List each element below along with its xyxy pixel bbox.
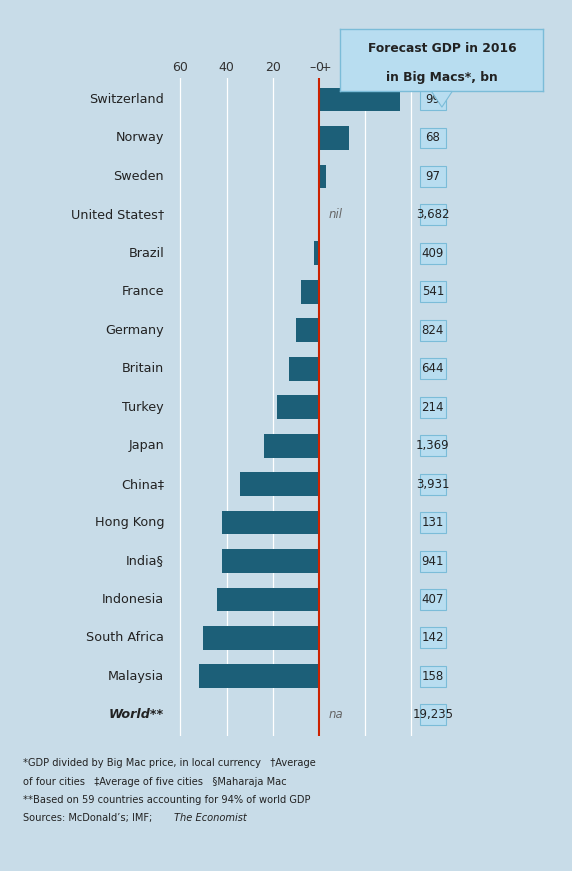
- Bar: [277, 395, 319, 419]
- Text: Forecast GDP in 2016: Forecast GDP in 2016: [368, 43, 516, 56]
- Text: **Based on 59 countries accounting for 94% of world GDP: **Based on 59 countries accounting for 9…: [23, 795, 311, 805]
- Text: Hong Kong: Hong Kong: [94, 516, 164, 529]
- Text: 99: 99: [426, 93, 440, 106]
- FancyBboxPatch shape: [420, 281, 446, 302]
- Text: Sources: McDonald’s; IMF;: Sources: McDonald’s; IMF;: [23, 814, 155, 823]
- Text: 19,235: 19,235: [412, 708, 454, 721]
- Text: 941: 941: [422, 555, 444, 568]
- Text: World**: World**: [109, 708, 164, 721]
- Bar: [199, 665, 319, 688]
- Text: nil: nil: [328, 208, 342, 221]
- Bar: [222, 549, 319, 573]
- Text: The Economist: The Economist: [174, 814, 247, 823]
- Text: United States†: United States†: [71, 208, 164, 221]
- FancyBboxPatch shape: [420, 205, 446, 226]
- FancyBboxPatch shape: [420, 396, 446, 418]
- Text: 644: 644: [422, 362, 444, 375]
- Text: France: France: [122, 286, 164, 299]
- Text: 3,931: 3,931: [416, 477, 450, 490]
- Bar: [315, 241, 319, 266]
- Text: 97: 97: [426, 170, 440, 183]
- Bar: [264, 434, 319, 457]
- Text: Britain: Britain: [122, 362, 164, 375]
- Bar: [204, 626, 319, 650]
- FancyBboxPatch shape: [420, 474, 446, 495]
- Text: 68: 68: [426, 132, 440, 145]
- FancyBboxPatch shape: [420, 550, 446, 571]
- Text: Malaysia: Malaysia: [108, 670, 164, 683]
- FancyBboxPatch shape: [420, 127, 446, 148]
- Bar: [222, 510, 319, 535]
- FancyBboxPatch shape: [420, 705, 446, 726]
- FancyBboxPatch shape: [420, 436, 446, 456]
- Text: Indonesia: Indonesia: [102, 593, 164, 606]
- Text: Switzerland: Switzerland: [89, 93, 164, 106]
- Text: Japan: Japan: [128, 439, 164, 452]
- Text: Norway: Norway: [116, 132, 164, 145]
- FancyBboxPatch shape: [420, 666, 446, 687]
- Text: 1,369: 1,369: [416, 439, 450, 452]
- Text: of four cities   ‡Average of five cities   §Maharaja Mac: of four cities ‡Average of five cities §…: [23, 777, 287, 787]
- Text: 214: 214: [422, 401, 444, 414]
- Bar: [289, 357, 319, 381]
- Text: 409: 409: [422, 246, 444, 260]
- Text: 142: 142: [422, 631, 444, 645]
- Bar: [296, 319, 319, 342]
- Bar: [319, 88, 400, 111]
- Text: in Big Macs*, bn: in Big Macs*, bn: [386, 71, 498, 84]
- Bar: [240, 472, 319, 496]
- Bar: [319, 165, 326, 188]
- FancyBboxPatch shape: [420, 627, 446, 648]
- Text: 824: 824: [422, 324, 444, 337]
- FancyBboxPatch shape: [420, 166, 446, 187]
- FancyBboxPatch shape: [420, 320, 446, 341]
- Bar: [217, 588, 319, 611]
- FancyBboxPatch shape: [420, 589, 446, 610]
- Text: 541: 541: [422, 286, 444, 299]
- Text: *GDP divided by Big Mac price, in local currency   †Average: *GDP divided by Big Mac price, in local …: [23, 759, 316, 768]
- Text: 3,682: 3,682: [416, 208, 450, 221]
- Text: Brazil: Brazil: [128, 246, 164, 260]
- Bar: [319, 126, 349, 150]
- Text: Turkey: Turkey: [122, 401, 164, 414]
- Text: China‡: China‡: [121, 477, 164, 490]
- Text: Sweden: Sweden: [113, 170, 164, 183]
- FancyBboxPatch shape: [420, 243, 446, 264]
- Text: South Africa: South Africa: [86, 631, 164, 645]
- FancyBboxPatch shape: [420, 512, 446, 533]
- Text: na: na: [328, 708, 343, 721]
- FancyBboxPatch shape: [420, 358, 446, 379]
- Text: 131: 131: [422, 516, 444, 529]
- Text: India§: India§: [126, 555, 164, 568]
- FancyBboxPatch shape: [420, 89, 446, 110]
- Text: 158: 158: [422, 670, 444, 683]
- Text: 407: 407: [422, 593, 444, 606]
- Text: Germany: Germany: [105, 324, 164, 337]
- Bar: [300, 280, 319, 304]
